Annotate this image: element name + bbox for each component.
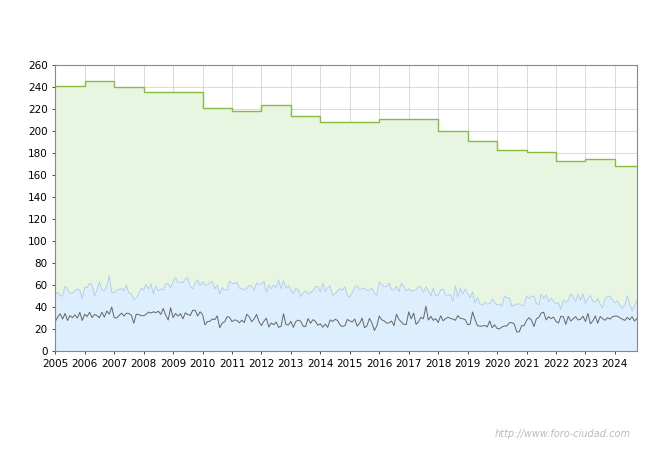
Text: http://www.foro-ciudad.com: http://www.foro-ciudad.com <box>495 429 630 439</box>
Text: Borrenes - Evolucion de la poblacion en edad de Trabajar Septiembre de 2024: Borrenes - Evolucion de la poblacion en … <box>32 23 617 36</box>
